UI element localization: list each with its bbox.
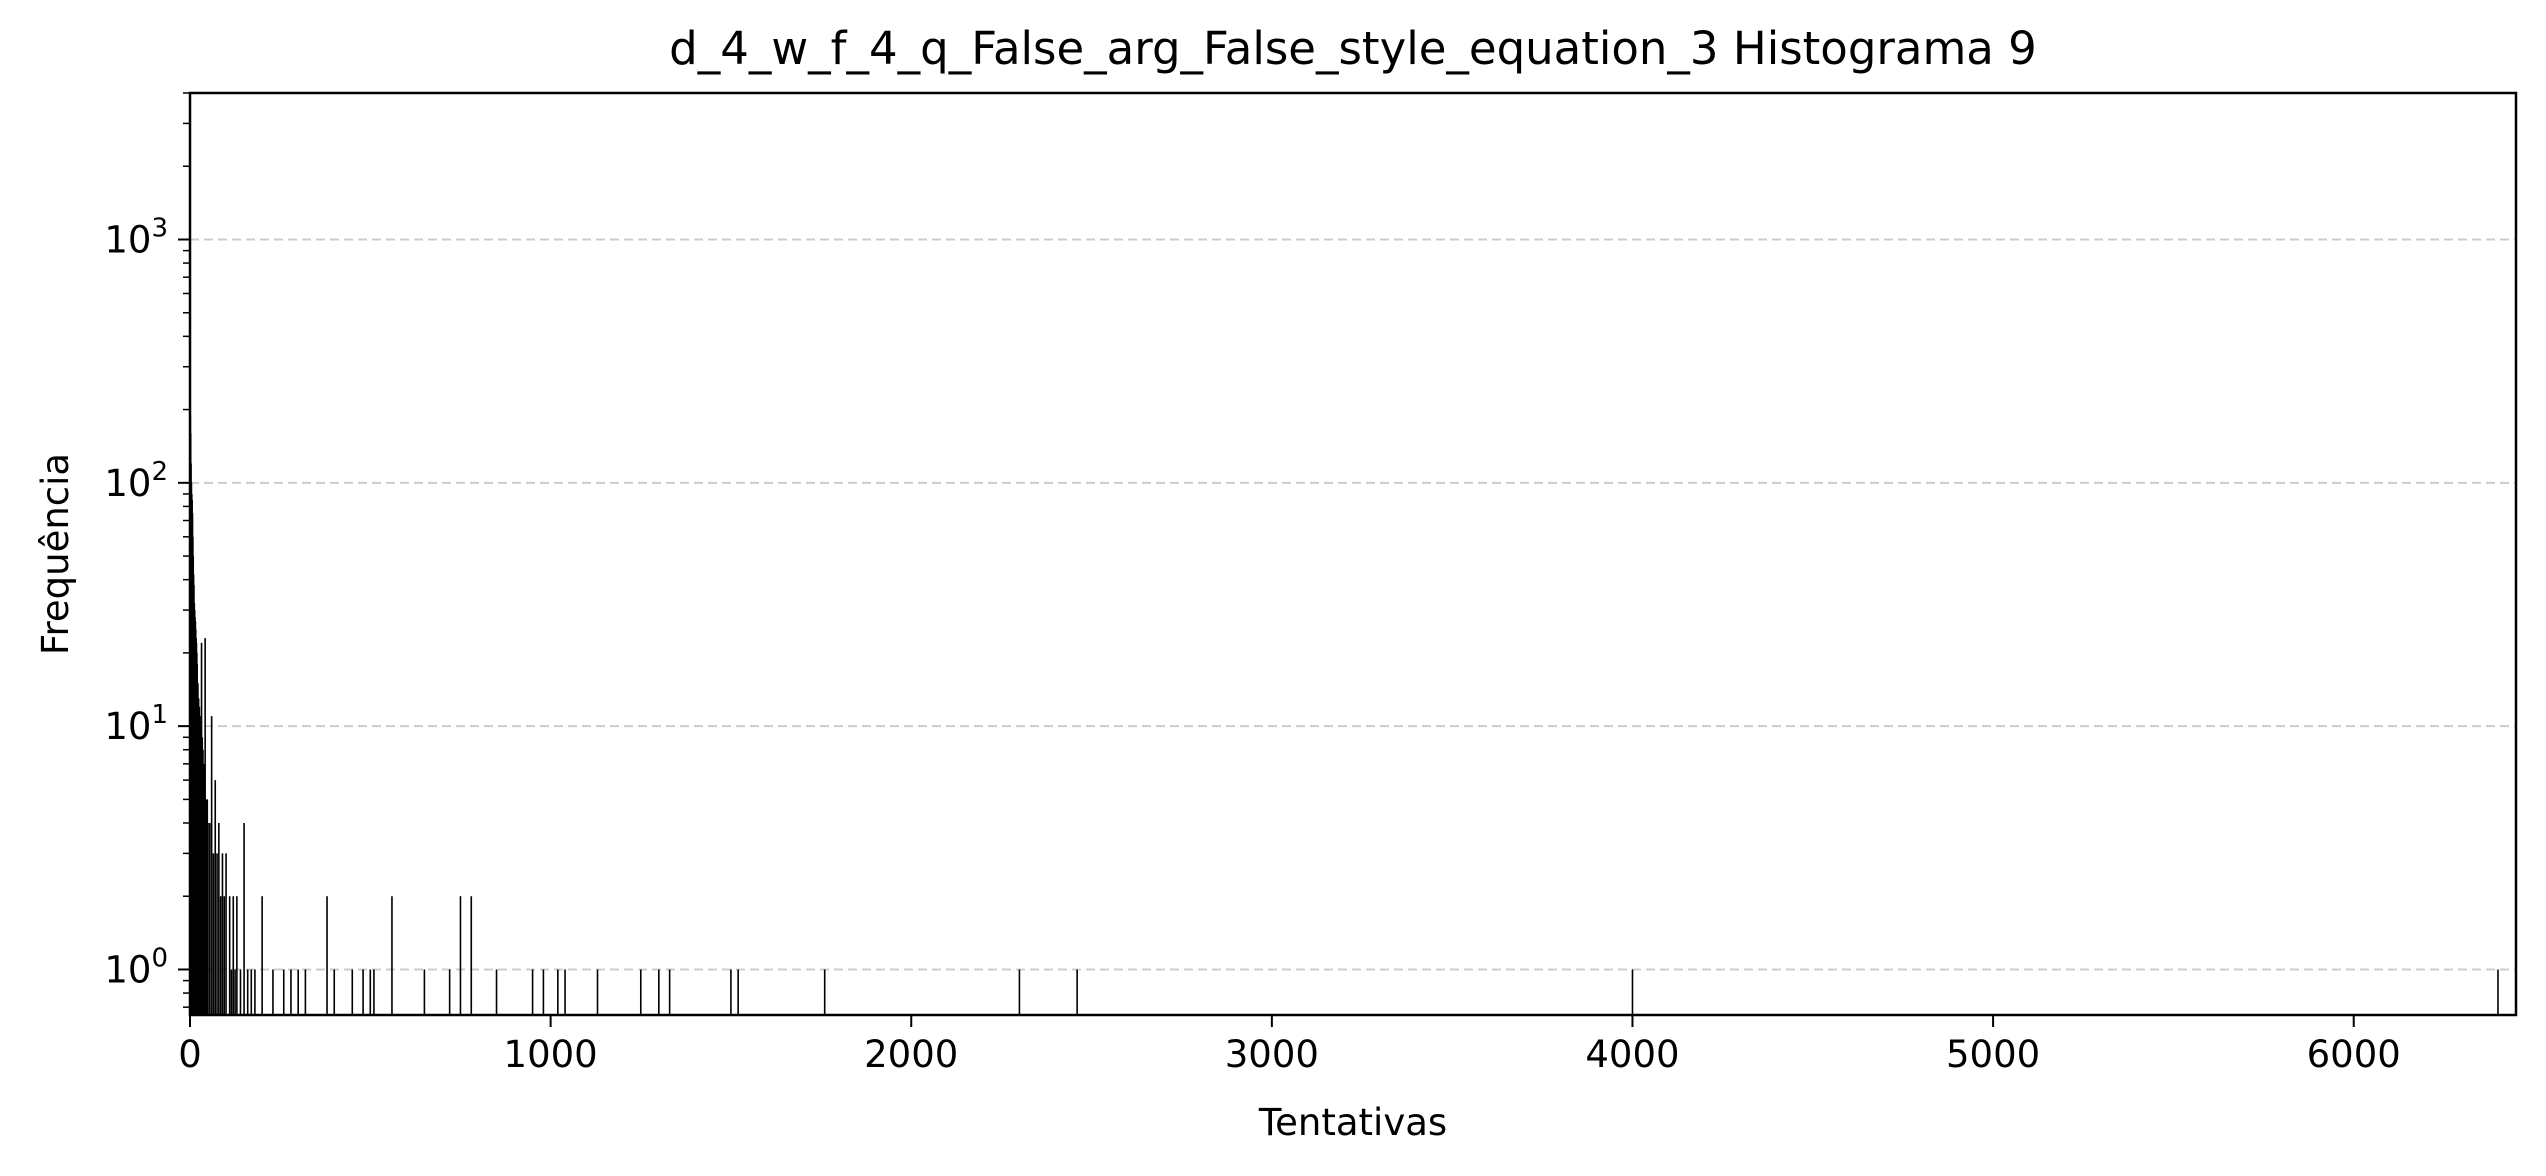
x-tick-label: 3000 — [1225, 1033, 1319, 1076]
x-tick-label: 2000 — [864, 1033, 958, 1076]
y-tick-label: 101 — [104, 700, 168, 748]
y-axis-ticks: 100 101 102 103 — [104, 92, 190, 1008]
y-tick-label: 100 — [104, 943, 168, 991]
x-axis-label: Tentativas — [1258, 1101, 1447, 1144]
plot-frame — [188, 91, 2518, 1017]
x-axis-ticks: 0 1000 2000 3000 4000 5000 6000 — [178, 1015, 2401, 1076]
chart-title: d_4_w_f_4_q_False_arg_False_style_equati… — [669, 22, 2037, 75]
x-tick-label: 1000 — [504, 1033, 598, 1076]
x-tick-label: 5000 — [1946, 1033, 2040, 1076]
y-gridlines — [190, 238, 2516, 971]
x-tick-label: 0 — [178, 1033, 202, 1076]
x-tick-label: 6000 — [2307, 1033, 2401, 1076]
y-axis-label: Frequência — [34, 453, 77, 655]
y-tick-label: 102 — [104, 457, 168, 505]
x-tick-label: 4000 — [1585, 1033, 1679, 1076]
y-tick-label: 103 — [104, 213, 168, 261]
